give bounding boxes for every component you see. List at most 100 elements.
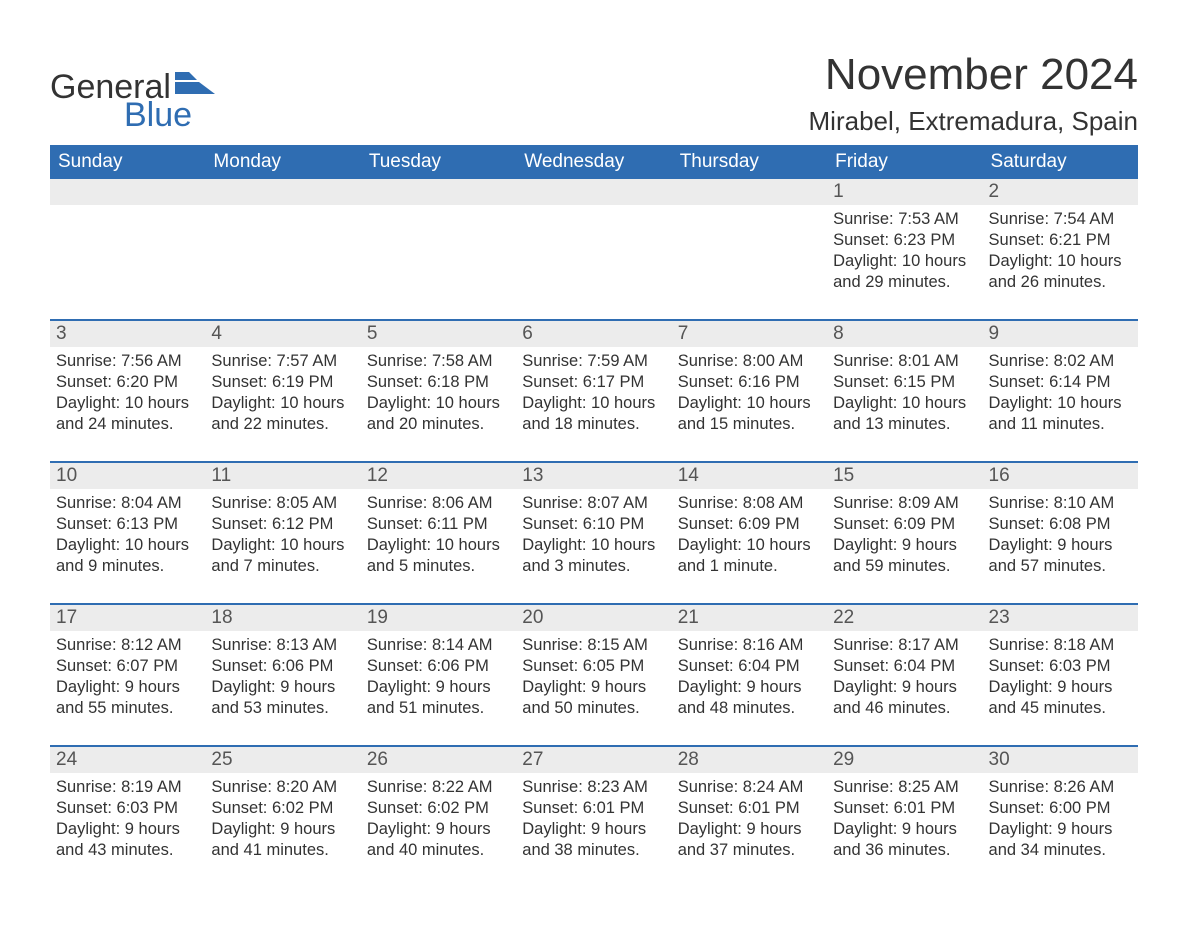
sunset-text: Sunset: 6:19 PM xyxy=(211,372,354,393)
day-data: Sunrise: 8:07 AMSunset: 6:10 PMDaylight:… xyxy=(516,489,671,603)
sunrise-text: Sunrise: 8:06 AM xyxy=(367,493,510,514)
daylight-line2: and 13 minutes. xyxy=(833,414,976,435)
day-number xyxy=(361,179,516,205)
calendar-day-cell: 23Sunrise: 8:18 AMSunset: 6:03 PMDayligh… xyxy=(983,604,1138,746)
calendar-day-cell xyxy=(361,179,516,320)
sunset-text: Sunset: 6:04 PM xyxy=(678,656,821,677)
day-data: Sunrise: 8:02 AMSunset: 6:14 PMDaylight:… xyxy=(983,347,1138,461)
day-data: Sunrise: 8:20 AMSunset: 6:02 PMDaylight:… xyxy=(205,773,360,887)
sunset-text: Sunset: 6:08 PM xyxy=(989,514,1132,535)
sunrise-text: Sunrise: 8:00 AM xyxy=(678,351,821,372)
daylight-line1: Daylight: 10 hours xyxy=(522,393,665,414)
daylight-line2: and 29 minutes. xyxy=(833,272,976,293)
day-number: 20 xyxy=(516,605,671,631)
weekday-header: Sunday xyxy=(50,145,205,179)
day-data: Sunrise: 8:05 AMSunset: 6:12 PMDaylight:… xyxy=(205,489,360,603)
day-number: 4 xyxy=(205,321,360,347)
daylight-line2: and 38 minutes. xyxy=(522,840,665,861)
sunset-text: Sunset: 6:06 PM xyxy=(211,656,354,677)
day-number: 8 xyxy=(827,321,982,347)
sunset-text: Sunset: 6:12 PM xyxy=(211,514,354,535)
calendar-day-cell: 12Sunrise: 8:06 AMSunset: 6:11 PMDayligh… xyxy=(361,462,516,604)
sunset-text: Sunset: 6:02 PM xyxy=(367,798,510,819)
sunset-text: Sunset: 6:10 PM xyxy=(522,514,665,535)
sunset-text: Sunset: 6:06 PM xyxy=(367,656,510,677)
calendar-day-cell: 28Sunrise: 8:24 AMSunset: 6:01 PMDayligh… xyxy=(672,746,827,887)
daylight-line1: Daylight: 9 hours xyxy=(522,677,665,698)
day-data: Sunrise: 8:14 AMSunset: 6:06 PMDaylight:… xyxy=(361,631,516,745)
location: Mirabel, Extremadura, Spain xyxy=(809,106,1138,137)
calendar-day-cell: 9Sunrise: 8:02 AMSunset: 6:14 PMDaylight… xyxy=(983,320,1138,462)
sunset-text: Sunset: 6:15 PM xyxy=(833,372,976,393)
calendar-week-row: 10Sunrise: 8:04 AMSunset: 6:13 PMDayligh… xyxy=(50,462,1138,604)
calendar-day-cell: 13Sunrise: 8:07 AMSunset: 6:10 PMDayligh… xyxy=(516,462,671,604)
calendar-day-cell: 4Sunrise: 7:57 AMSunset: 6:19 PMDaylight… xyxy=(205,320,360,462)
header: General Blue November 2024 Mirabel, Extr… xyxy=(50,50,1138,137)
weekday-header: Friday xyxy=(827,145,982,179)
day-data: Sunrise: 7:57 AMSunset: 6:19 PMDaylight:… xyxy=(205,347,360,461)
day-number: 28 xyxy=(672,747,827,773)
sunrise-text: Sunrise: 8:04 AM xyxy=(56,493,199,514)
day-data xyxy=(361,205,516,319)
day-number: 27 xyxy=(516,747,671,773)
daylight-line2: and 34 minutes. xyxy=(989,840,1132,861)
calendar-week-row: 17Sunrise: 8:12 AMSunset: 6:07 PMDayligh… xyxy=(50,604,1138,746)
day-number: 30 xyxy=(983,747,1138,773)
day-data: Sunrise: 8:24 AMSunset: 6:01 PMDaylight:… xyxy=(672,773,827,887)
sunrise-text: Sunrise: 8:07 AM xyxy=(522,493,665,514)
daylight-line1: Daylight: 10 hours xyxy=(833,251,976,272)
day-number: 6 xyxy=(516,321,671,347)
day-data: Sunrise: 7:54 AMSunset: 6:21 PMDaylight:… xyxy=(983,205,1138,319)
calendar-day-cell: 3Sunrise: 7:56 AMSunset: 6:20 PMDaylight… xyxy=(50,320,205,462)
sunset-text: Sunset: 6:01 PM xyxy=(833,798,976,819)
day-number: 7 xyxy=(672,321,827,347)
daylight-line1: Daylight: 10 hours xyxy=(833,393,976,414)
calendar-table: Sunday Monday Tuesday Wednesday Thursday… xyxy=(50,145,1138,887)
calendar-day-cell: 8Sunrise: 8:01 AMSunset: 6:15 PMDaylight… xyxy=(827,320,982,462)
daylight-line2: and 46 minutes. xyxy=(833,698,976,719)
day-data: Sunrise: 8:12 AMSunset: 6:07 PMDaylight:… xyxy=(50,631,205,745)
daylight-line2: and 11 minutes. xyxy=(989,414,1132,435)
daylight-line1: Daylight: 10 hours xyxy=(678,535,821,556)
sunrise-text: Sunrise: 7:54 AM xyxy=(989,209,1132,230)
daylight-line1: Daylight: 9 hours xyxy=(678,819,821,840)
sunset-text: Sunset: 6:16 PM xyxy=(678,372,821,393)
sunrise-text: Sunrise: 7:57 AM xyxy=(211,351,354,372)
sunrise-text: Sunrise: 8:20 AM xyxy=(211,777,354,798)
daylight-line1: Daylight: 9 hours xyxy=(56,677,199,698)
daylight-line1: Daylight: 9 hours xyxy=(833,819,976,840)
daylight-line2: and 1 minute. xyxy=(678,556,821,577)
flag-icon xyxy=(175,72,215,98)
daylight-line2: and 50 minutes. xyxy=(522,698,665,719)
day-data: Sunrise: 7:53 AMSunset: 6:23 PMDaylight:… xyxy=(827,205,982,319)
sunset-text: Sunset: 6:09 PM xyxy=(678,514,821,535)
day-data: Sunrise: 8:04 AMSunset: 6:13 PMDaylight:… xyxy=(50,489,205,603)
daylight-line2: and 9 minutes. xyxy=(56,556,199,577)
sunset-text: Sunset: 6:14 PM xyxy=(989,372,1132,393)
calendar-day-cell: 29Sunrise: 8:25 AMSunset: 6:01 PMDayligh… xyxy=(827,746,982,887)
day-data xyxy=(516,205,671,319)
day-data: Sunrise: 8:23 AMSunset: 6:01 PMDaylight:… xyxy=(516,773,671,887)
daylight-line1: Daylight: 10 hours xyxy=(367,535,510,556)
sunrise-text: Sunrise: 8:02 AM xyxy=(989,351,1132,372)
day-number: 29 xyxy=(827,747,982,773)
calendar-day-cell: 22Sunrise: 8:17 AMSunset: 6:04 PMDayligh… xyxy=(827,604,982,746)
weekday-header: Saturday xyxy=(983,145,1138,179)
daylight-line1: Daylight: 9 hours xyxy=(833,535,976,556)
day-number: 16 xyxy=(983,463,1138,489)
daylight-line2: and 53 minutes. xyxy=(211,698,354,719)
daylight-line2: and 15 minutes. xyxy=(678,414,821,435)
calendar-day-cell: 5Sunrise: 7:58 AMSunset: 6:18 PMDaylight… xyxy=(361,320,516,462)
sunrise-text: Sunrise: 8:19 AM xyxy=(56,777,199,798)
weekday-header: Wednesday xyxy=(516,145,671,179)
sunrise-text: Sunrise: 8:17 AM xyxy=(833,635,976,656)
daylight-line1: Daylight: 9 hours xyxy=(833,677,976,698)
sunrise-text: Sunrise: 7:56 AM xyxy=(56,351,199,372)
sunset-text: Sunset: 6:01 PM xyxy=(678,798,821,819)
day-data: Sunrise: 8:01 AMSunset: 6:15 PMDaylight:… xyxy=(827,347,982,461)
daylight-line2: and 5 minutes. xyxy=(367,556,510,577)
sunset-text: Sunset: 6:03 PM xyxy=(989,656,1132,677)
daylight-line2: and 26 minutes. xyxy=(989,272,1132,293)
day-number: 24 xyxy=(50,747,205,773)
sunset-text: Sunset: 6:02 PM xyxy=(211,798,354,819)
